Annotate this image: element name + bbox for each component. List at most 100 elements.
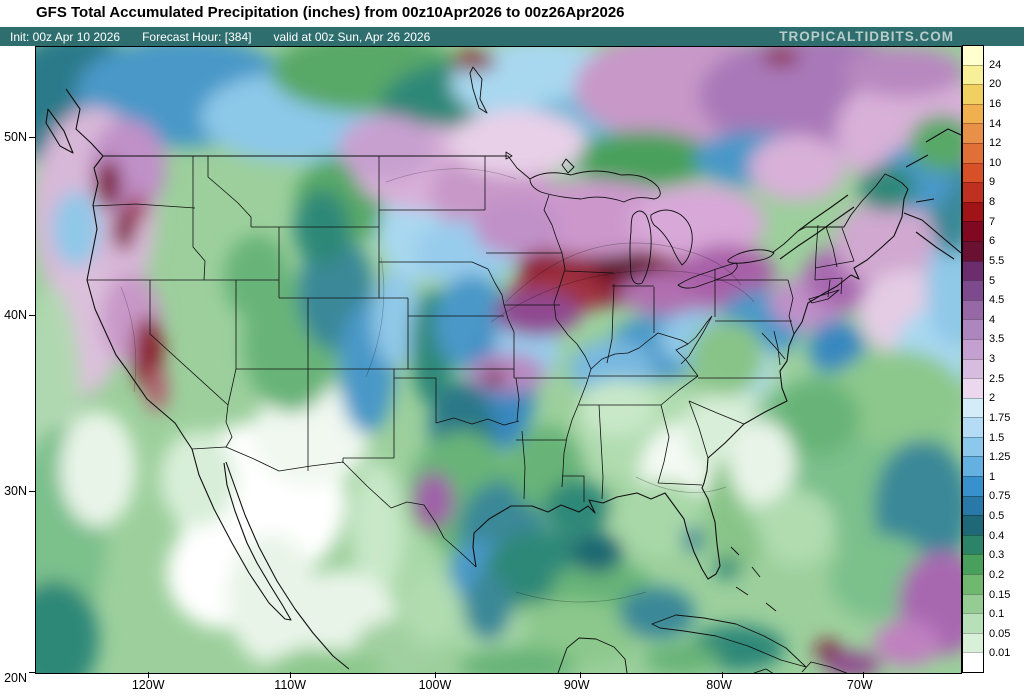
colorbar-label: 0.15 — [989, 588, 1011, 601]
lon-axis: 120W 110W 100W 90W 80W 70W — [35, 672, 960, 696]
islands — [557, 289, 848, 673]
colorbar-segment — [963, 456, 983, 477]
colorbar-segment — [963, 123, 983, 143]
contour-lines — [120, 168, 755, 603]
colorbar-segment — [963, 221, 983, 241]
colorbar-label: 7 — [989, 215, 996, 228]
colorbar-label: 0.01 — [989, 647, 1011, 660]
colorbar-label: 0.2 — [989, 568, 1005, 581]
colorbar-label: 1.25 — [989, 451, 1011, 464]
colorbar-segment — [963, 476, 983, 496]
lon-tick — [290, 672, 292, 678]
colorbar-segment — [963, 358, 983, 379]
lon-label: 90W — [563, 678, 590, 692]
colorbar-label: 2.5 — [989, 372, 1005, 385]
colorbar-segment — [963, 64, 983, 85]
colorbar-segment — [963, 495, 983, 516]
colorbar-segment — [963, 613, 983, 633]
colorbar-segment — [963, 103, 983, 124]
precip-shading — [36, 47, 961, 673]
lat-axis: 50N 40N 30N 20N — [0, 46, 35, 686]
colorbar-segment — [963, 240, 983, 261]
lat-tick — [29, 491, 35, 493]
init-time: Init: 00z Apr 10 2026 — [10, 29, 121, 44]
colorbar-segment — [963, 299, 983, 320]
colorbar-label: 10 — [989, 156, 1002, 169]
lat-tick — [29, 672, 35, 673]
canada-border — [103, 155, 909, 254]
colorbar-label: 4 — [989, 313, 996, 326]
colorbar-segment — [963, 436, 983, 457]
colorbar-label: 0.5 — [989, 510, 1005, 522]
colorbar-label: 3.5 — [989, 333, 1005, 346]
valid-time: valid at 00z Sun, Apr 26 2026 — [273, 29, 431, 44]
colorbar-label: 0.05 — [989, 627, 1011, 640]
colorbar-segment — [963, 162, 983, 183]
colorbar-label: 1.75 — [989, 411, 1011, 424]
colorbar-label: 1 — [989, 470, 996, 483]
colorbar-label: 14 — [989, 117, 1002, 130]
colorbar-label: 16 — [989, 97, 1002, 110]
colorbar-segment — [963, 182, 983, 202]
lon-tick — [147, 672, 149, 678]
state-boundaries — [87, 156, 855, 568]
colorbar-segment — [963, 46, 983, 65]
colorbar-label: 20 — [989, 78, 1002, 91]
colorbar-segment — [963, 319, 983, 339]
colorbar-segment — [963, 417, 983, 437]
lon-label: 120W — [131, 678, 165, 692]
lat-label: 50N — [4, 129, 27, 144]
colorbar-segment — [963, 554, 983, 575]
colorbar-label: 0.4 — [989, 529, 1005, 542]
colorbar-label: 8 — [989, 196, 996, 208]
lat-label: 20N — [4, 671, 27, 686]
colorbar-label: 24 — [989, 58, 1002, 71]
lon-label: 80W — [706, 678, 732, 692]
colorbar-label: 2 — [989, 392, 996, 405]
model-info-bar: Init: 00z Apr 10 2026 Forecast Hour: [384… — [0, 27, 1024, 46]
lat-label: 40N — [4, 308, 27, 323]
colorbar-label: 6 — [989, 235, 996, 248]
lon-label: 100W — [418, 678, 452, 692]
lat-tick — [29, 315, 35, 317]
colorbar-segment — [963, 280, 983, 300]
model-run-info: Init: 00z Apr 10 2026 Forecast Hour: [384… — [10, 30, 452, 44]
lat-label: 30N — [4, 484, 27, 499]
colorbar-label: 5 — [989, 274, 996, 287]
colorbar-segment — [963, 632, 983, 653]
coastlines — [45, 88, 961, 670]
colorbar-label: 5.5 — [989, 254, 1005, 267]
colorbar-label: 0.75 — [989, 490, 1011, 503]
colorbar-segment — [963, 260, 983, 281]
colorbar-label: 0.3 — [989, 549, 1005, 562]
colorbar-segment — [963, 84, 983, 104]
colorbar-segment — [963, 338, 983, 359]
colorbar — [962, 45, 984, 673]
colorbar-label: 0.1 — [989, 608, 1005, 621]
lon-tick — [722, 672, 724, 678]
map-title: GFS Total Accumulated Precipitation (inc… — [36, 4, 625, 21]
colorbar-segment — [963, 515, 983, 535]
colorbar-label: 12 — [989, 137, 1002, 150]
lon-tick — [862, 672, 864, 678]
colorbar-segment — [963, 593, 983, 614]
map-canvas — [35, 46, 962, 674]
lon-label: 110W — [274, 678, 307, 692]
colorbar-segment — [963, 574, 983, 594]
colorbar-label: 9 — [989, 176, 996, 189]
colorbar-label: 1.5 — [989, 431, 1005, 444]
lat-tick — [29, 136, 35, 138]
colorbar-labels: 24 20 16 14 12 10 9 8 7 6 5.5 5 4.5 4 3.5 3 2.5 2 1.75 1.5 1… — [989, 45, 1023, 673]
colorbar-segment — [963, 142, 983, 163]
lon-label: 70W — [846, 678, 873, 692]
precipitation-map — [36, 47, 961, 673]
forecast-hour: Forecast Hour: [384] — [142, 29, 252, 44]
colorbar-label: 4.5 — [989, 294, 1005, 307]
colorbar-segment — [963, 201, 983, 222]
site-watermark: TROPICALTIDBITS.COM — [779, 29, 954, 44]
colorbar-segment — [963, 378, 983, 398]
colorbar-segment — [963, 534, 983, 555]
lon-tick — [579, 672, 581, 678]
lon-tick — [434, 672, 436, 678]
